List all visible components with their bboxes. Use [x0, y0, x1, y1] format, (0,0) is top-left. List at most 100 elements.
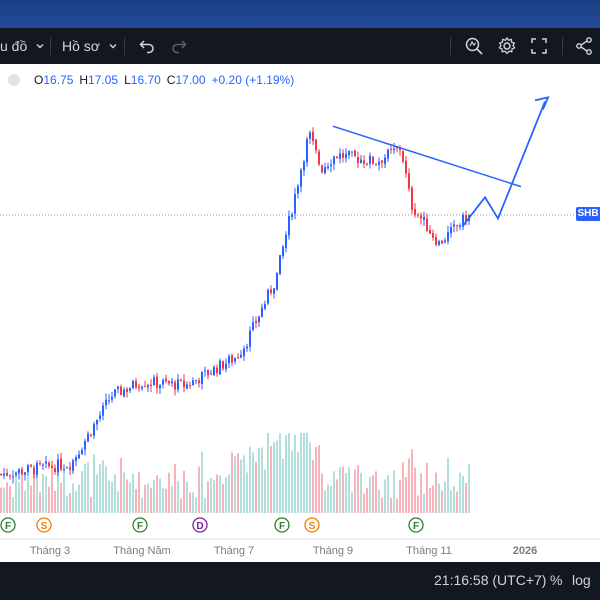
quick-search-button[interactable]	[464, 28, 484, 64]
volume-bar	[171, 485, 173, 513]
low-value: 16.70	[130, 73, 161, 87]
candle-body	[294, 194, 296, 214]
volume-bar	[120, 458, 122, 513]
volume-bar	[192, 492, 194, 513]
candle-body	[48, 462, 50, 467]
fullscreen-icon	[531, 38, 547, 54]
candle-body	[138, 386, 140, 389]
x-axis: Tháng 3 Tháng Năm Tháng 7 Tháng 9 Tháng 11 20…	[0, 538, 600, 557]
volume-bar	[222, 484, 224, 513]
volume-bar	[66, 496, 68, 513]
volume-bar	[327, 484, 329, 513]
volume-bar	[399, 479, 401, 513]
candle-body	[129, 388, 131, 391]
candle-body	[66, 467, 68, 469]
candle-body	[360, 159, 362, 163]
close-key: C	[166, 73, 176, 87]
volume-bar	[117, 491, 119, 513]
volume-bar	[303, 433, 305, 513]
undo-button[interactable]	[138, 28, 156, 64]
chart-menu[interactable]: u đồ	[0, 28, 45, 64]
candle-body	[186, 384, 188, 389]
volume-bar	[231, 452, 233, 513]
open-key: O	[34, 73, 44, 87]
candle-body	[192, 380, 194, 386]
redo-icon	[172, 40, 187, 54]
volume-bar	[306, 433, 308, 513]
x-tick-label: Tháng 3	[30, 545, 70, 557]
volume-bar	[414, 467, 416, 513]
event-marker	[192, 517, 208, 533]
share-button[interactable]	[574, 28, 594, 64]
volume-bar	[69, 493, 71, 513]
volume-bar	[444, 481, 446, 513]
visibility-icon[interactable]	[8, 74, 20, 86]
volume-bar	[402, 462, 404, 513]
volume-bar	[348, 467, 350, 513]
candle-body	[162, 379, 164, 385]
volume-bar	[285, 435, 287, 513]
candle-body	[441, 240, 443, 244]
volume-bar	[9, 486, 11, 513]
candle-body	[315, 139, 317, 151]
settings-button[interactable]	[497, 28, 517, 64]
candle-body	[261, 307, 263, 317]
event-marker	[0, 517, 16, 533]
candle-body	[321, 165, 323, 173]
candle-body	[39, 463, 41, 465]
candle-body	[195, 379, 197, 381]
volume-bar	[159, 478, 161, 513]
volume-bar	[339, 467, 341, 513]
candle-body	[114, 389, 116, 397]
candle-body	[15, 472, 17, 476]
volume-bar	[60, 482, 62, 513]
candle-body	[291, 214, 293, 218]
settings-icon	[498, 36, 516, 55]
candle-body	[402, 151, 404, 162]
redo-button[interactable]	[170, 28, 188, 64]
fullscreen-button[interactable]	[530, 28, 548, 64]
volume-bar	[438, 483, 440, 513]
volume-bar	[99, 464, 101, 513]
event-marker-label: F	[5, 521, 11, 532]
volume-bar	[294, 434, 296, 513]
candle-body	[210, 373, 212, 375]
volume-bar	[411, 449, 413, 513]
event-marker-label: S	[41, 521, 48, 532]
trend-drawings[interactable]	[332, 96, 550, 227]
volume-bar	[366, 488, 368, 513]
candle-body	[393, 148, 395, 151]
candle-body	[306, 138, 308, 163]
volume-bar	[174, 464, 176, 513]
high-value: 17.05	[88, 73, 119, 87]
event-marker-label: F	[279, 521, 285, 532]
high-key: H	[79, 73, 89, 87]
chevron-down-icon	[36, 44, 44, 49]
toolbar-divider	[50, 37, 51, 55]
volume-bar	[75, 491, 77, 513]
volume-bar	[270, 446, 272, 513]
candle-body	[372, 156, 374, 164]
profile-menu[interactable]: Hồ sơ	[62, 28, 118, 64]
candle-body	[447, 232, 449, 242]
top-strip	[0, 0, 600, 28]
candle-body	[231, 355, 233, 363]
candle-body	[426, 218, 428, 232]
candle-body	[456, 225, 458, 227]
candle-body	[288, 215, 290, 236]
event-marker-label: S	[309, 521, 316, 532]
volume-bar	[108, 480, 110, 513]
candle-body	[270, 289, 272, 293]
candle-body	[387, 149, 389, 159]
volume-bar	[201, 451, 203, 513]
candle-body	[297, 185, 299, 194]
candle-body	[60, 458, 62, 470]
volume-bar	[207, 481, 209, 513]
log-toggle[interactable]: log	[572, 572, 591, 588]
volume-bar	[408, 458, 410, 513]
candle-body	[102, 405, 104, 416]
volume-bar	[384, 479, 386, 513]
percent-toggle[interactable]: %	[550, 572, 563, 588]
candle-body	[303, 161, 305, 171]
